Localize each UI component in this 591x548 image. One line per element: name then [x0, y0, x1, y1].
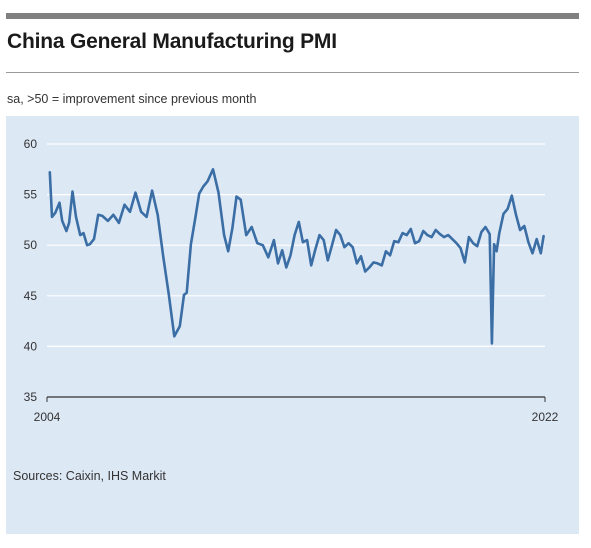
x-tick-label: 2004: [34, 410, 61, 424]
y-tick-label: 40: [24, 339, 38, 353]
chart-subtitle: sa, >50 = improvement since previous mon…: [7, 92, 257, 106]
x-tick-label: 2022: [532, 410, 559, 424]
top-rule: [6, 13, 579, 19]
y-tick-label: 60: [24, 137, 38, 151]
y-tick-label: 35: [24, 390, 38, 404]
y-axis-tick-labels: 35 40 45 50 55 60: [24, 137, 38, 404]
pmi-line-chart: 35 40 45 50 55 60 2004 2022: [24, 137, 559, 424]
source-note: Sources: Caixin, IHS Markit: [13, 469, 166, 483]
y-tick-label: 45: [24, 289, 38, 303]
chart-panel: 35 40 45 50 55 60 2004 2022 Sources: Caixin, I…: [6, 116, 579, 534]
chart-title: China General Manufacturing PMI: [7, 30, 337, 53]
pmi-series-line: [48, 167, 545, 345]
title-divider: [6, 72, 579, 73]
y-tick-label: 50: [24, 238, 38, 252]
series-layer: [48, 167, 545, 345]
gridlines: [47, 143, 545, 347]
x-axis-tick-labels: 2004 2022: [34, 397, 559, 424]
y-tick-label: 55: [24, 188, 38, 202]
